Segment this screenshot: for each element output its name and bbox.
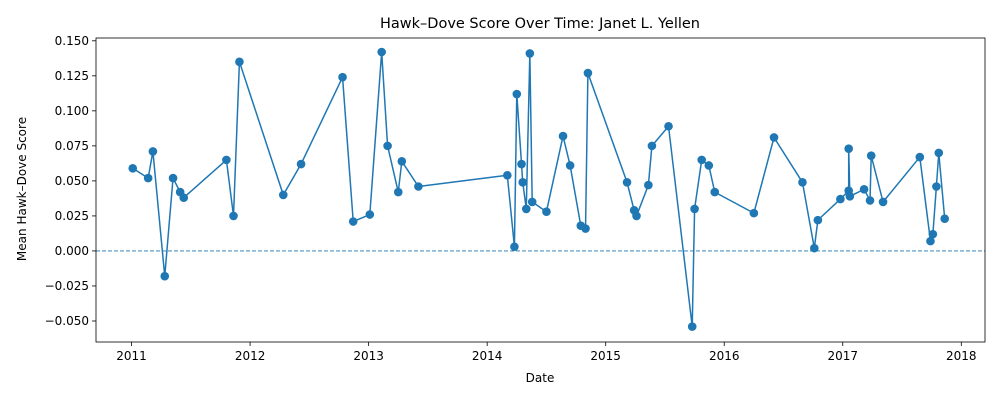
y-axis-title: Mean Hawk–Dove Score	[15, 117, 29, 261]
data-point	[798, 177, 807, 187]
y-tick-label: 0.075	[55, 139, 89, 153]
data-point	[859, 184, 869, 194]
data-point	[583, 68, 593, 78]
x-tick-label: 2015	[590, 349, 621, 363]
data-point	[414, 182, 423, 191]
data-point	[517, 159, 526, 169]
data-point	[836, 194, 845, 204]
data-point	[365, 210, 375, 219]
data-point	[928, 229, 938, 239]
x-axis-title: Date	[526, 371, 555, 385]
data-point	[932, 182, 941, 191]
plot-frame	[95, 37, 986, 343]
plot-area: 2011 2012 2013 2014 2015 2016 2017 2018 −0.050 −0…	[45, 34, 986, 363]
series-line	[132, 51, 946, 328]
y-tick-label: 0.150	[55, 34, 89, 48]
data-point	[128, 163, 138, 173]
y-tick-label: 0.050	[55, 174, 89, 188]
y-tick-label: 0.125	[55, 69, 89, 83]
data-point	[813, 215, 823, 225]
data-point	[397, 156, 407, 166]
data-point	[581, 224, 590, 233]
data-point	[542, 207, 551, 217]
data-point	[647, 141, 657, 151]
chart-title: Hawk–Dove Score Over Time: Janet L. Yell…	[380, 16, 700, 32]
data-point	[697, 155, 707, 165]
data-point	[704, 161, 714, 170]
data-point	[866, 151, 876, 160]
x-tick-label: 2013	[353, 349, 384, 363]
x-tick-label: 2017	[827, 349, 858, 363]
data-point	[940, 214, 949, 224]
data-point	[518, 177, 528, 187]
x-tick-label: 2012	[235, 349, 266, 363]
data-point	[525, 49, 535, 58]
data-point	[348, 217, 358, 226]
data-point	[179, 193, 189, 203]
data-point	[915, 152, 925, 162]
y-tick-label: 0.000	[55, 244, 89, 258]
data-point	[383, 141, 392, 151]
data-point	[769, 133, 779, 142]
data-point	[377, 47, 386, 57]
data-point	[278, 190, 288, 200]
data-point	[527, 197, 537, 207]
data-point	[690, 204, 699, 214]
data-point	[235, 57, 244, 67]
data-point	[148, 147, 158, 156]
data-point	[664, 121, 673, 131]
data-point	[510, 242, 519, 252]
data-point	[878, 197, 888, 207]
data-point	[565, 161, 575, 170]
data-point	[393, 187, 403, 197]
data-point	[503, 170, 512, 180]
y-tick-label: 0.100	[55, 104, 89, 118]
data-point	[622, 177, 632, 187]
data-point	[710, 187, 720, 197]
data-point	[844, 144, 853, 153]
data-point	[143, 173, 153, 183]
data-point	[168, 173, 178, 183]
x-tick-label: 2018	[946, 349, 977, 363]
data-point	[521, 204, 531, 214]
data-point	[810, 243, 819, 253]
data-point	[222, 155, 231, 165]
x-tick-label: 2016	[709, 349, 740, 363]
data-point	[632, 211, 641, 221]
data-point	[558, 131, 568, 141]
data-point	[865, 196, 875, 205]
data-point	[229, 211, 238, 221]
y-tick-label: −0.050	[45, 314, 89, 328]
data-point	[338, 72, 347, 82]
y-tick-label: 0.025	[55, 209, 89, 223]
x-tick-label: 2011	[116, 349, 147, 363]
x-tick-label: 2014	[472, 349, 503, 363]
data-point	[644, 180, 653, 190]
data-point	[749, 208, 759, 218]
data-point	[512, 89, 522, 99]
data-point	[687, 322, 697, 331]
y-tick-label: −0.025	[45, 279, 89, 293]
data-point	[934, 148, 944, 158]
data-point	[160, 271, 170, 281]
data-point	[845, 192, 855, 201]
data-point	[926, 236, 935, 246]
data-point	[296, 159, 306, 169]
